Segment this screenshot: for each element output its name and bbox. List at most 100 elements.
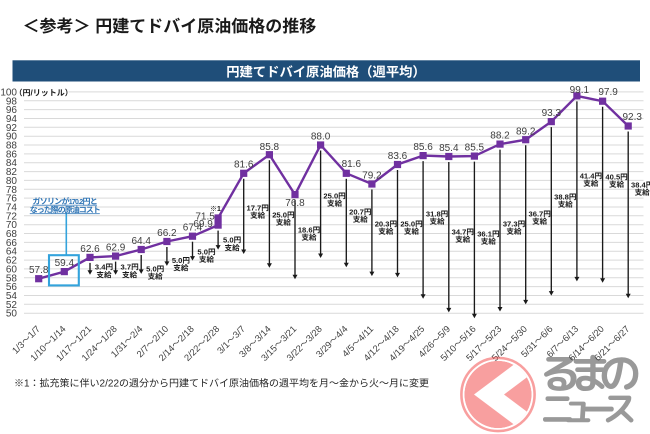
- svg-text:25.0円: 25.0円: [323, 190, 346, 201]
- svg-text:71.5: 71.5: [195, 212, 215, 223]
- svg-text:るまの: るまの: [539, 345, 641, 403]
- svg-text:76.8: 76.8: [285, 198, 305, 209]
- svg-text:支給: 支給: [148, 271, 164, 282]
- svg-text:64: 64: [6, 247, 18, 258]
- svg-text:18.6円: 18.6円: [298, 224, 321, 235]
- svg-text:支給: 支給: [455, 234, 471, 245]
- svg-text:92: 92: [6, 123, 18, 134]
- svg-text:3.7円: 3.7円: [121, 262, 140, 273]
- svg-text:69.9: 69.9: [193, 219, 213, 230]
- svg-text:59.4: 59.4: [55, 258, 75, 269]
- svg-text:5.0円: 5.0円: [172, 255, 191, 266]
- svg-text:50: 50: [6, 309, 18, 320]
- svg-text:支給: 支給: [430, 216, 446, 227]
- svg-text:41.4円: 41.4円: [580, 170, 603, 181]
- svg-text:支給: 支給: [583, 178, 599, 189]
- svg-text:64.4: 64.4: [131, 236, 151, 247]
- svg-text:支給: 支給: [173, 263, 189, 274]
- svg-text:88.0: 88.0: [311, 131, 331, 142]
- svg-text:85.5: 85.5: [465, 143, 485, 154]
- svg-text:支給: 支給: [481, 236, 497, 247]
- svg-text:52: 52: [6, 300, 18, 311]
- svg-text:17.7円: 17.7円: [247, 202, 270, 213]
- svg-text:70: 70: [6, 220, 18, 231]
- svg-text:36.1円: 36.1円: [477, 228, 500, 239]
- svg-text:支給: 支給: [506, 226, 522, 237]
- svg-text:82: 82: [6, 167, 18, 178]
- svg-text:38.8円: 38.8円: [554, 191, 577, 202]
- svg-text:62.9: 62.9: [106, 243, 126, 254]
- svg-text:89.2: 89.2: [516, 127, 536, 138]
- svg-text:支給: 支給: [276, 217, 292, 228]
- svg-text:支給: 支給: [635, 187, 650, 198]
- svg-text:97.9: 97.9: [598, 87, 618, 98]
- svg-text:支給: 支給: [378, 226, 394, 237]
- svg-text:支給: 支給: [96, 269, 112, 280]
- svg-text:85.4: 85.4: [439, 143, 459, 154]
- svg-text:なった際の原油コスト: なった際の原油コスト: [30, 204, 100, 215]
- svg-text:62.6: 62.6: [80, 244, 100, 255]
- svg-text:68: 68: [6, 229, 18, 240]
- svg-text:ニュース: ニュース: [540, 383, 638, 434]
- svg-text:支給: 支給: [199, 254, 215, 265]
- svg-text:支給: 支給: [250, 210, 266, 221]
- svg-text:99.1: 99.1: [570, 85, 590, 96]
- svg-text:56: 56: [6, 282, 18, 293]
- svg-text:支給: 支給: [301, 232, 317, 243]
- svg-text:83.6: 83.6: [388, 151, 408, 162]
- svg-text:5.0円: 5.0円: [146, 263, 165, 274]
- svg-text:57.8: 57.8: [29, 265, 49, 276]
- svg-text:79.2: 79.2: [362, 170, 382, 181]
- svg-text:5.0円: 5.0円: [197, 246, 216, 257]
- svg-text:62: 62: [6, 256, 18, 267]
- svg-text:81.6: 81.6: [234, 160, 254, 171]
- svg-text:37.3円: 37.3円: [503, 218, 526, 229]
- svg-text:92.3: 92.3: [622, 112, 642, 123]
- svg-text:88: 88: [6, 141, 18, 152]
- svg-text:54: 54: [6, 291, 18, 302]
- svg-text:31.8円: 31.8円: [426, 208, 449, 219]
- svg-text:支給: 支給: [532, 216, 548, 227]
- svg-text:支給: 支給: [353, 214, 369, 225]
- svg-text:93.3: 93.3: [542, 108, 562, 119]
- svg-text:85.6: 85.6: [413, 142, 433, 153]
- svg-text:38.4円: 38.4円: [631, 179, 650, 190]
- svg-text:80: 80: [6, 176, 18, 187]
- svg-text:86: 86: [6, 149, 18, 160]
- svg-text:支給: 支給: [122, 269, 138, 280]
- svg-text:20.7円: 20.7円: [349, 206, 372, 217]
- svg-text:78: 78: [6, 185, 18, 196]
- svg-text:88.2: 88.2: [490, 130, 510, 141]
- svg-text:支給: 支給: [558, 199, 574, 210]
- svg-text:67.4: 67.4: [183, 223, 203, 234]
- svg-text:20.3円: 20.3円: [375, 218, 398, 229]
- svg-text:58: 58: [6, 273, 18, 284]
- svg-text:ガソリンが170.2円と: ガソリンが170.2円と: [33, 196, 98, 207]
- svg-text:94: 94: [6, 114, 18, 125]
- svg-text:25.0円: 25.0円: [272, 209, 295, 220]
- svg-text:34.7円: 34.7円: [452, 226, 475, 237]
- svg-text:66.2: 66.2: [157, 228, 177, 239]
- svg-text:74: 74: [6, 203, 18, 214]
- svg-text:25.0円: 25.0円: [400, 218, 423, 229]
- svg-text:76: 76: [6, 194, 18, 205]
- svg-text:※1: ※1: [210, 204, 221, 214]
- svg-text:36.7円: 36.7円: [529, 208, 552, 219]
- svg-text:5.0円: 5.0円: [223, 235, 242, 246]
- svg-text:支給: 支給: [609, 179, 625, 190]
- svg-text:98: 98: [6, 96, 18, 107]
- svg-text:円建てドバイ原油価格（週平均）: 円建てドバイ原油価格（週平均）: [226, 61, 425, 80]
- svg-text:3.4円: 3.4円: [95, 262, 114, 273]
- svg-text:85.8: 85.8: [260, 142, 280, 153]
- svg-text:支給: 支給: [404, 226, 420, 237]
- svg-text:60: 60: [6, 264, 18, 275]
- svg-text:（円/リットル）: （円/リットル）: [15, 88, 73, 99]
- svg-text:＜参考＞ 円建てドバイ原油価格の推移: ＜参考＞ 円建てドバイ原油価格の推移: [23, 12, 317, 37]
- svg-text:81.6: 81.6: [342, 159, 362, 170]
- svg-text:40.5円: 40.5円: [605, 171, 628, 182]
- svg-text:※1：拡充策に伴い2/22の週分から円建てドバイ原油価格の週: ※1：拡充策に伴い2/22の週分から円建てドバイ原油価格の週平均を月～金から火～…: [14, 375, 429, 390]
- svg-text:100: 100: [0, 87, 17, 98]
- svg-text:96: 96: [6, 105, 18, 116]
- svg-text:90: 90: [6, 132, 18, 143]
- svg-text:66: 66: [6, 238, 18, 249]
